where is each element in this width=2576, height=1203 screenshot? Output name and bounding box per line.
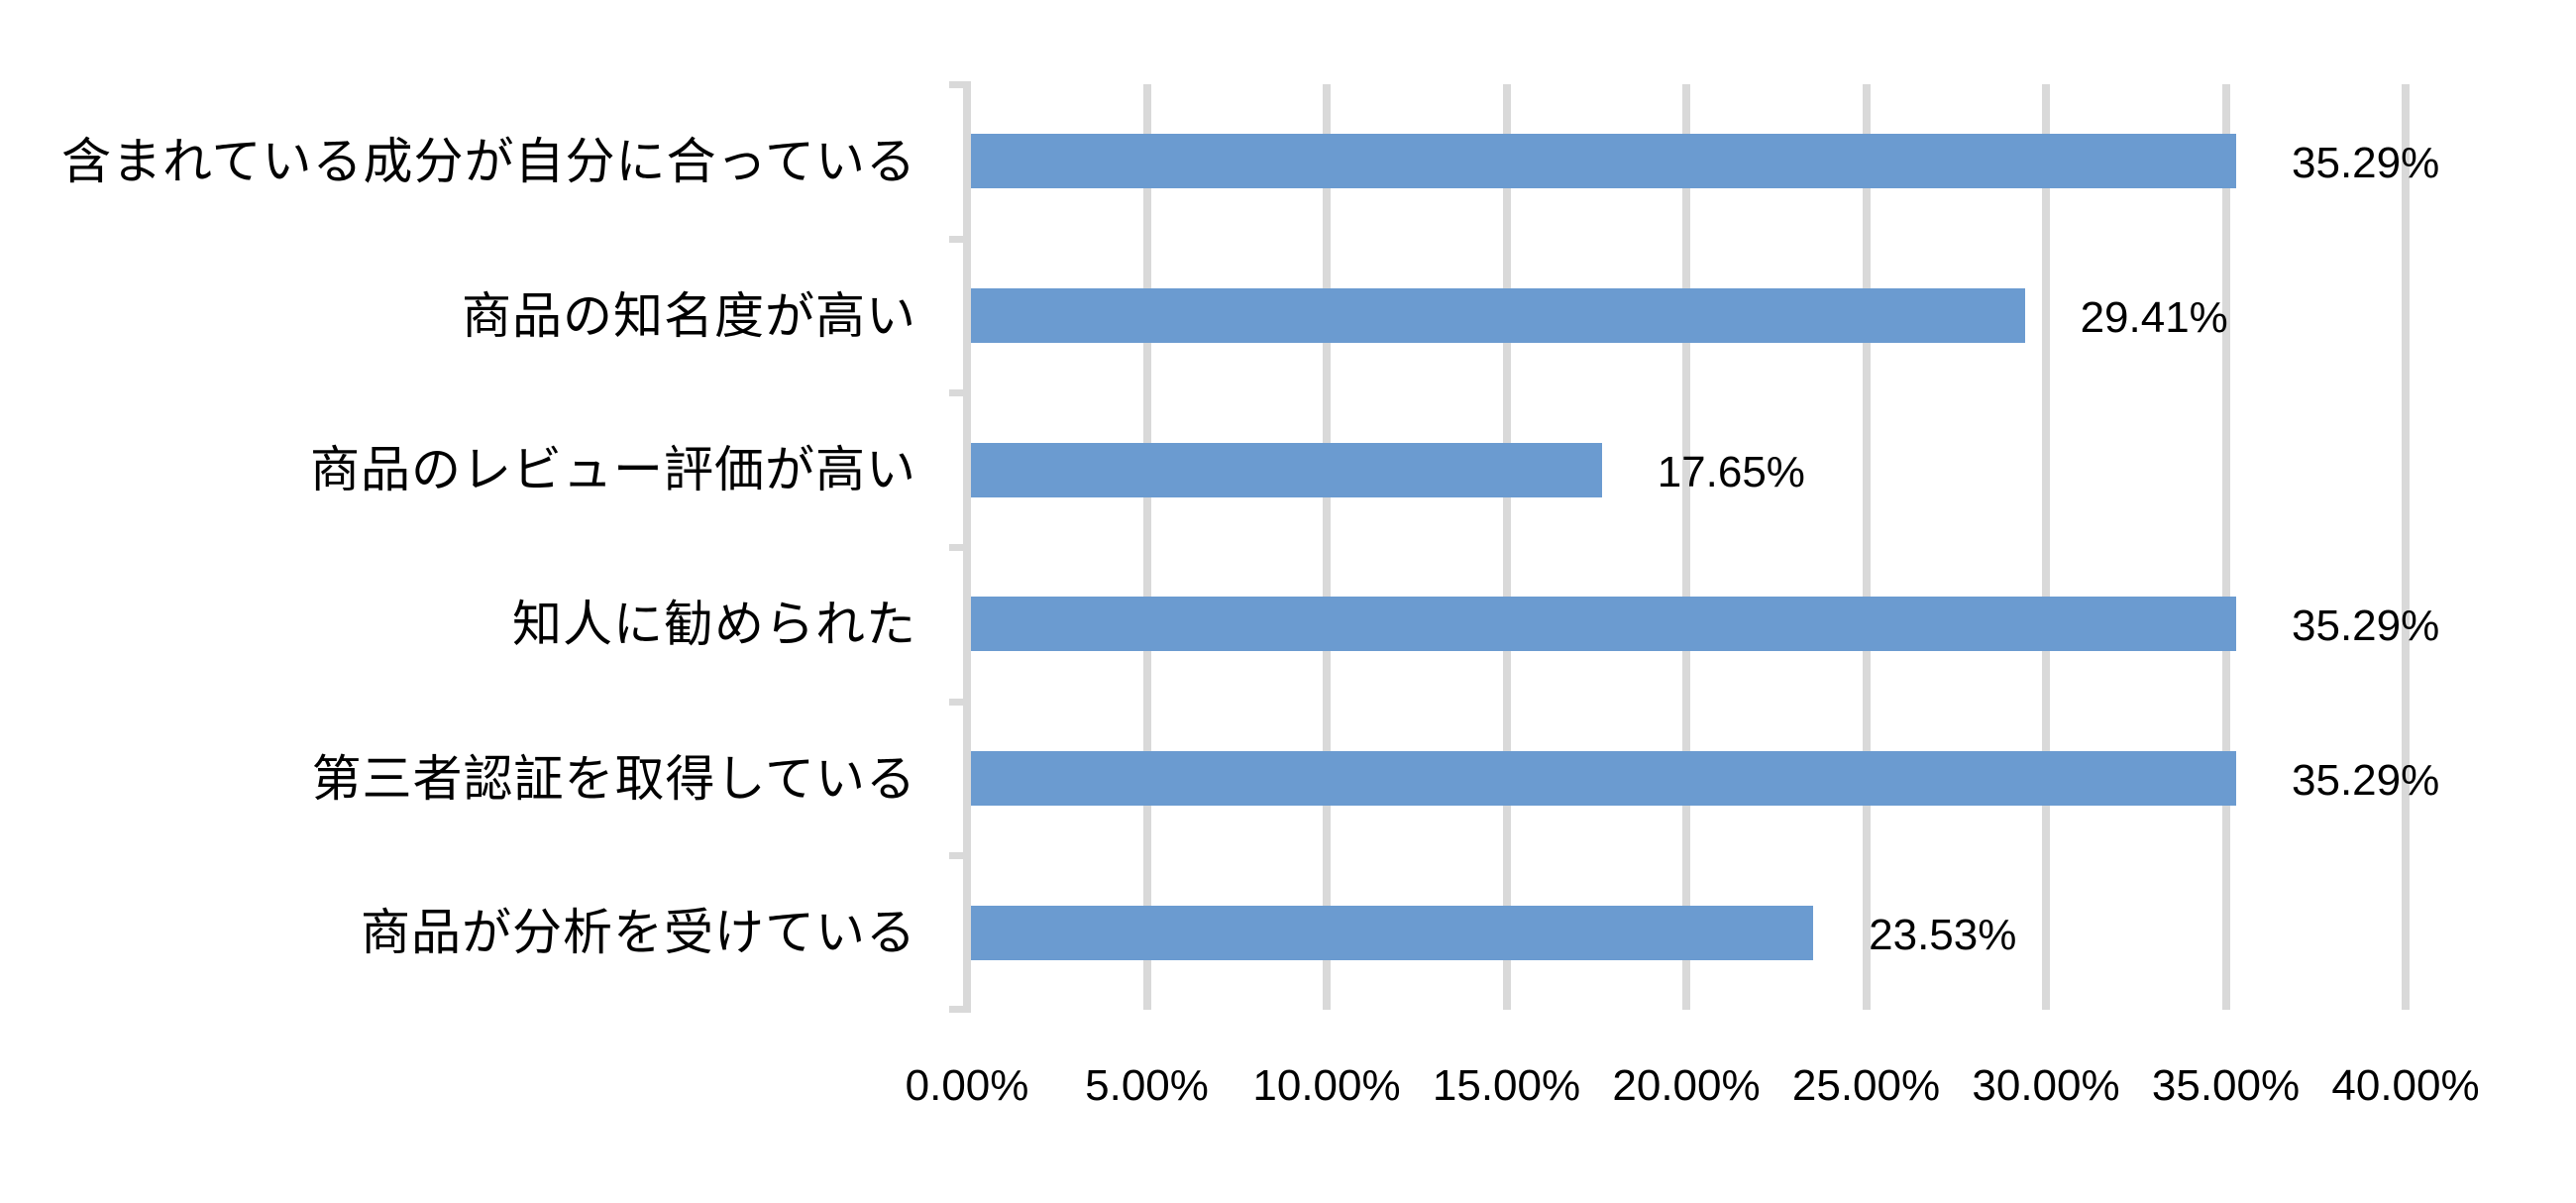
x-tick-label: 10.00% (1252, 1061, 1401, 1110)
x-tick-label: 5.00% (1085, 1061, 1209, 1110)
bar (971, 134, 2237, 189)
x-tick-label: 25.00% (1791, 1061, 1941, 1110)
data-label: 17.65% (1657, 447, 1805, 496)
axis-tick-mark (949, 81, 971, 88)
data-label: 35.29% (2292, 139, 2440, 188)
x-tick-label: 30.00% (1972, 1061, 2120, 1110)
data-label: 23.53% (1869, 910, 2017, 959)
x-tick-label: 20.00% (1612, 1061, 1761, 1110)
gridline (1682, 84, 1690, 1010)
x-tick-label: 15.00% (1432, 1061, 1581, 1110)
gridline (1323, 84, 1331, 1010)
category-label: 商品が分析を受けている (361, 904, 916, 962)
bar (971, 751, 2237, 806)
gridline (2221, 84, 2230, 1010)
axis-tick-mark (949, 544, 971, 551)
gridline (2042, 84, 2050, 1010)
x-tick-label: 40.00% (2331, 1061, 2480, 1110)
x-tick-label: 0.00% (905, 1061, 1029, 1110)
axis-tick-mark (949, 1006, 971, 1013)
bar (971, 597, 2237, 652)
bar (971, 288, 2025, 343)
category-label: 商品のレビュー評価が高い (310, 441, 916, 499)
axis-tick-mark (949, 698, 971, 706)
gridline (1502, 84, 1511, 1010)
data-label: 29.41% (2080, 293, 2228, 342)
x-tick-label: 35.00% (2151, 1061, 2301, 1110)
category-label: 知人に勧められた (512, 595, 916, 653)
axis-tick-mark (949, 235, 971, 243)
gridline (2402, 84, 2410, 1010)
bar (971, 905, 1814, 960)
gridline (1142, 84, 1151, 1010)
axis-tick-mark (949, 389, 971, 397)
gridline (1862, 84, 1871, 1010)
bar (971, 442, 1602, 497)
category-label: 含まれている成分が自分に合っている (61, 132, 916, 190)
axis-tick-mark (949, 852, 971, 860)
data-label: 35.29% (2292, 602, 2440, 651)
category-label: 第三者認証を取得している (311, 749, 916, 808)
category-label: 商品の知名度が高い (462, 286, 916, 345)
data-label: 35.29% (2292, 756, 2440, 805)
